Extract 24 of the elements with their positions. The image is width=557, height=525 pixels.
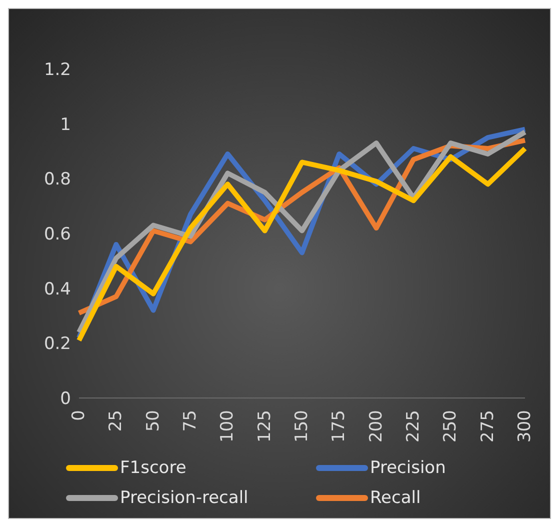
legend-label: F1score	[120, 458, 186, 478]
y-tick-label: 0.6	[44, 224, 71, 245]
y-tick-label: 0.2	[44, 334, 71, 354]
y-tick-label: 1	[60, 114, 71, 135]
x-tick-label: 0	[69, 410, 89, 421]
legend-label: Precision-recall	[120, 488, 248, 508]
legend-label: Recall	[370, 488, 421, 508]
y-tick-label: 0.4	[44, 279, 71, 300]
x-tick-label: 25	[106, 410, 126, 432]
x-tick-label: 150	[292, 410, 312, 442]
x-tick-label: 200	[366, 410, 386, 442]
y-tick-label: 0.8	[44, 170, 71, 190]
x-tick-label: 300	[515, 410, 535, 442]
x-tick-label: 100	[218, 410, 238, 442]
x-tick-label: 75	[180, 410, 200, 432]
x-tick-label: 225	[404, 410, 424, 442]
y-tick-label: 0	[60, 389, 71, 410]
x-tick-label: 175	[329, 410, 350, 442]
y-tick-label: 1.2	[44, 60, 71, 80]
x-tick-label: 275	[478, 410, 498, 442]
x-tick-label: 50	[143, 410, 164, 432]
x-tick-label: 250	[440, 410, 461, 442]
x-tick-label: 125	[254, 410, 275, 442]
legend-label: Precision	[370, 458, 446, 478]
